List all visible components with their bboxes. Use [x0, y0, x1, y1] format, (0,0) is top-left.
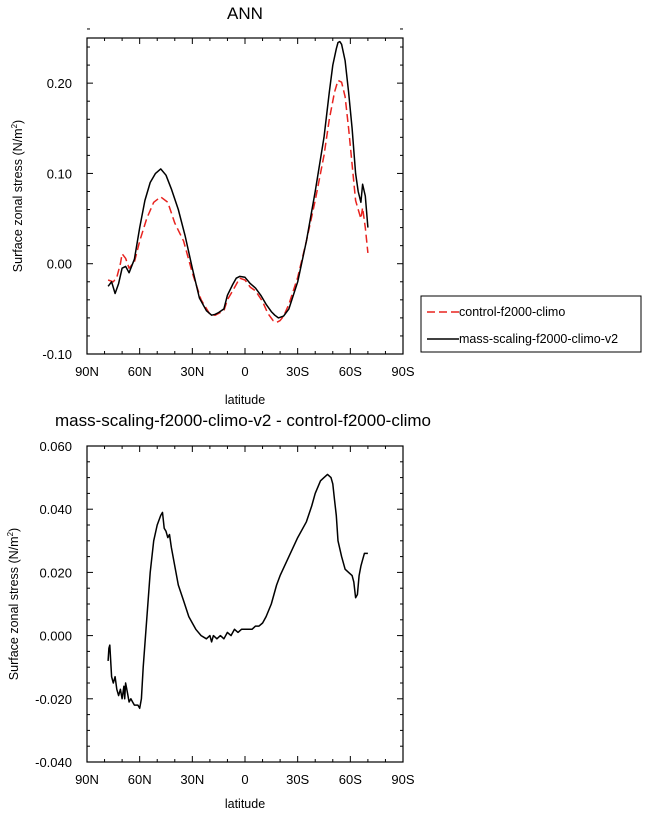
x-tick-label: 30S	[286, 364, 309, 379]
y-axis-label: Surface zonal stress (N/m2)	[6, 528, 21, 680]
x-tick-label: 90S	[391, 364, 414, 379]
y-tick-label: -0.10	[42, 347, 72, 362]
y-tick-label: 0.060	[39, 439, 72, 454]
x-tick-label: 30S	[286, 772, 309, 787]
series-line-1-0	[107, 473, 368, 710]
plot-frame-0	[86, 37, 404, 355]
x-tick-label: 60N	[128, 772, 152, 787]
x-tick-label: 90N	[75, 364, 99, 379]
x-tick-label: 90N	[75, 772, 99, 787]
x-tick-label: 60S	[339, 772, 362, 787]
y-tick-label: 0.000	[39, 629, 72, 644]
x-tick-label: 0	[241, 364, 248, 379]
x-tick-label: 60N	[128, 364, 152, 379]
y-tick-label: 0.10	[47, 166, 72, 181]
y-tick-label: 0.040	[39, 502, 72, 517]
chart-title-1: mass-scaling-f2000-climo-v2 - control-f2…	[55, 411, 431, 430]
legend-label-1: mass-scaling-f2000-climo-v2	[459, 332, 618, 346]
legend-box	[420, 295, 642, 353]
legend-label-0: control-f2000-climo	[459, 305, 565, 319]
y-tick-label: 0.020	[39, 565, 72, 580]
series-line-0-0	[107, 79, 369, 324]
y-tick-label: -0.020	[35, 692, 72, 707]
x-tick-label: 30N	[180, 772, 204, 787]
y-tick-label: -0.040	[35, 755, 72, 770]
x-tick-label: 30N	[180, 364, 204, 379]
chart-title-0: ANN	[227, 4, 263, 23]
x-axis-label: latitude	[225, 393, 265, 407]
x-tick-label: 0	[241, 772, 248, 787]
y-tick-label: 0.00	[47, 257, 72, 272]
plot-frame-1	[86, 445, 404, 763]
y-tick-label: 0.20	[47, 76, 72, 91]
x-axis-label: latitude	[225, 797, 265, 811]
series-line-0-1	[107, 40, 369, 319]
y-axis-label: Surface zonal stress (N/m2)	[10, 120, 25, 272]
x-tick-label: 90S	[391, 772, 414, 787]
x-tick-label: 60S	[339, 364, 362, 379]
